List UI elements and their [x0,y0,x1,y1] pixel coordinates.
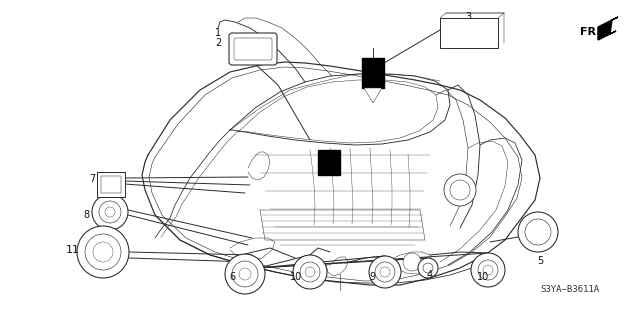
Circle shape [93,242,113,262]
Circle shape [423,263,433,273]
Circle shape [300,262,320,282]
Text: S3YA−B3611A: S3YA−B3611A [540,285,600,294]
Circle shape [478,260,498,280]
Circle shape [380,267,390,277]
Circle shape [305,267,315,277]
Bar [318,150,340,175]
Circle shape [264,45,272,53]
Bar [101,176,121,193]
Text: 3: 3 [465,12,471,22]
Bar [97,172,125,197]
Circle shape [232,261,258,287]
Text: 10: 10 [477,272,489,282]
Circle shape [418,258,438,278]
Text: 7: 7 [89,174,95,184]
Circle shape [444,174,476,206]
Circle shape [77,226,129,278]
Text: 10: 10 [290,272,302,282]
Bar [362,58,384,88]
Circle shape [483,265,493,275]
Circle shape [471,253,505,287]
Circle shape [225,254,265,294]
Text: 11: 11 [66,245,80,255]
Text: 6: 6 [229,272,235,282]
Circle shape [369,256,401,288]
Circle shape [525,219,551,245]
Circle shape [105,207,115,217]
Circle shape [403,253,421,271]
Bar [440,18,498,48]
Circle shape [450,180,470,200]
Circle shape [239,268,251,280]
Circle shape [293,255,327,289]
Polygon shape [364,88,382,103]
Polygon shape [598,17,618,40]
Circle shape [518,212,558,252]
Text: 1: 1 [215,28,221,38]
Text: 9: 9 [369,272,375,282]
Circle shape [375,262,395,282]
Text: 8: 8 [83,210,89,220]
Text: 5: 5 [537,256,543,266]
FancyBboxPatch shape [234,38,272,60]
Text: 2: 2 [215,38,221,48]
Circle shape [92,194,128,230]
Text: FR.: FR. [580,27,600,37]
Text: 4: 4 [427,270,433,280]
FancyBboxPatch shape [229,33,277,65]
Circle shape [99,201,121,223]
Circle shape [85,234,121,270]
